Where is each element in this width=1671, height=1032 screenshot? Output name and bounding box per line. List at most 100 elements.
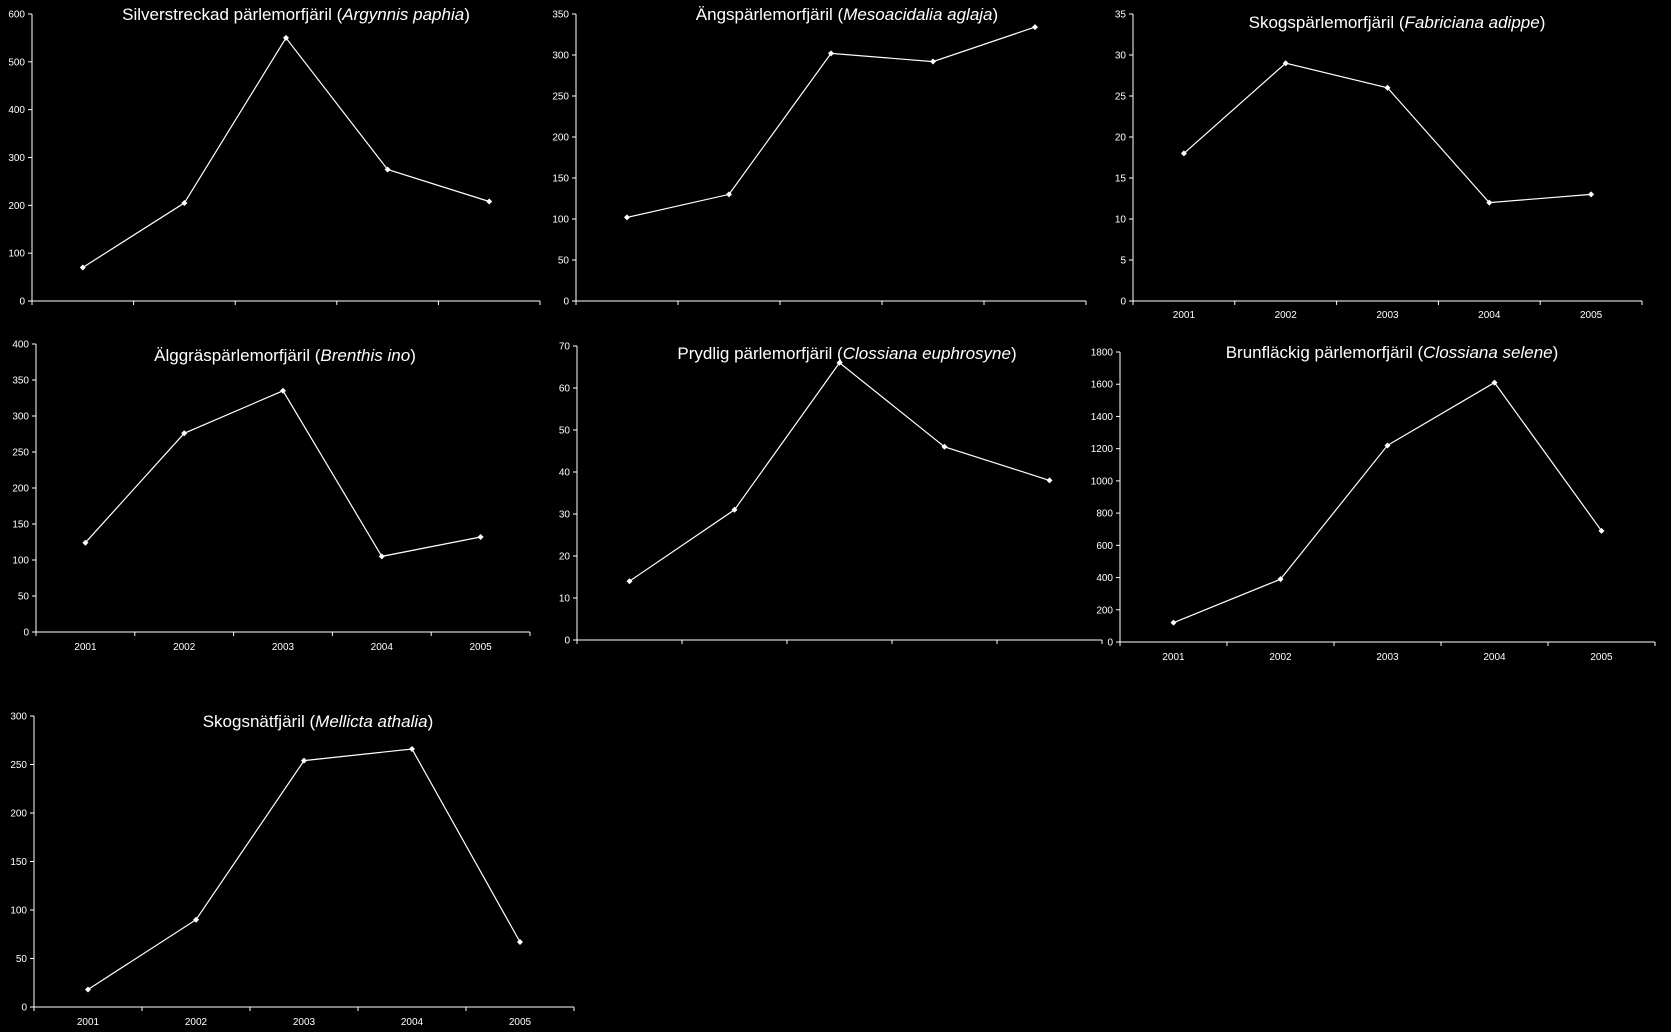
chart-title-common-name: Skogspärlemorfjäril bbox=[1249, 13, 1395, 32]
y-tick-label: 300 bbox=[12, 412, 29, 423]
y-tick-label: 0 bbox=[1120, 297, 1126, 308]
x-tick-label: 2004 bbox=[371, 642, 394, 653]
x-tick-label: 2001 bbox=[74, 642, 97, 653]
x-tick-label: 2005 bbox=[469, 642, 492, 653]
y-tick-label: 0 bbox=[19, 297, 25, 308]
chart-title-latin-name: Clossiana euphrosyne bbox=[843, 344, 1011, 363]
x-tick-label: 2005 bbox=[1580, 310, 1603, 321]
y-tick-label: 250 bbox=[10, 760, 27, 771]
y-tick-label: 50 bbox=[18, 592, 30, 603]
chart-title-common-name: Ängspärlemorfjäril bbox=[696, 5, 833, 24]
chart-4: Älggräspärlemorfjäril (Brenthis ino) 0 50 1… bbox=[12, 340, 531, 653]
y-tick-label: 1400 bbox=[1091, 412, 1114, 423]
data-point bbox=[1046, 477, 1053, 484]
y-tick-label: 1200 bbox=[1091, 444, 1114, 455]
chart-title: Prydlig pärlemorfjäril (Clossiana euphro… bbox=[677, 344, 1016, 363]
y-tick-label: 100 bbox=[10, 906, 27, 917]
y-tick-label: 500 bbox=[8, 57, 25, 68]
data-point bbox=[1384, 442, 1391, 449]
chart-title-paren-open: ( bbox=[833, 5, 844, 24]
y-tick-label: 25 bbox=[1115, 92, 1127, 103]
x-tick-label: 2005 bbox=[509, 1017, 532, 1028]
x-tick-label: 2002 bbox=[1275, 310, 1298, 321]
y-tick-label: 400 bbox=[12, 340, 29, 351]
chart-title-common-name: Brunfläckig pärlemorfjäril bbox=[1226, 343, 1413, 362]
data-point bbox=[1491, 379, 1498, 386]
series-line bbox=[1173, 381, 1602, 624]
data-point bbox=[626, 578, 633, 585]
y-tick-label: 300 bbox=[8, 153, 25, 164]
chart-title-latin-name: Brenthis ino bbox=[320, 346, 410, 365]
y-tick-label: 0 bbox=[1107, 638, 1113, 649]
chart-7: Skogsnätfjäril (Mellicta athalia) 0 50 100 1… bbox=[10, 712, 575, 1028]
data-point bbox=[486, 198, 493, 205]
y-tick-label: 150 bbox=[552, 174, 569, 185]
data-point bbox=[1282, 60, 1289, 67]
data-point bbox=[828, 50, 834, 57]
data-point bbox=[378, 553, 385, 560]
chart-title: Silverstreckad pärlemorfjäril (Argynnis … bbox=[122, 5, 470, 24]
chart-title-common-name: Prydlig pärlemorfjäril bbox=[677, 344, 832, 363]
chart-title-common-name: Silverstreckad pärlemorfjäril bbox=[122, 5, 332, 24]
chart-title-paren-open: ( bbox=[332, 5, 343, 24]
y-tick-label: 10 bbox=[559, 594, 571, 605]
y-tick-label: 150 bbox=[10, 857, 27, 868]
chart-title-common-name: Älggräspärlemorfjäril bbox=[154, 346, 310, 365]
y-tick-label: 50 bbox=[16, 954, 28, 965]
chart-3: Skogspärlemorfjäril (Fabriciana adippe) 0… bbox=[1115, 10, 1643, 321]
chart-title-common-name: Skogsnätfjäril bbox=[203, 712, 305, 731]
chart-title-paren-close: ) bbox=[428, 712, 434, 731]
data-point bbox=[1486, 199, 1493, 206]
chart-title-paren-close: ) bbox=[993, 5, 999, 24]
chart-title-latin-name: Fabriciana adippe bbox=[1405, 13, 1540, 32]
y-tick-label: 70 bbox=[559, 342, 571, 353]
y-tick-label: 350 bbox=[12, 376, 29, 387]
chart-title-paren-open: ( bbox=[1394, 13, 1405, 32]
y-tick-label: 0 bbox=[21, 1003, 27, 1014]
y-tick-label: 15 bbox=[1115, 174, 1127, 185]
x-tick-label: 2003 bbox=[293, 1017, 316, 1028]
y-tick-label: 0 bbox=[23, 628, 29, 639]
y-tick-label: 5 bbox=[1120, 256, 1126, 267]
x-tick-label: 2004 bbox=[401, 1017, 424, 1028]
y-tick-label: 200 bbox=[12, 484, 29, 495]
y-tick-label: 30 bbox=[559, 510, 571, 521]
y-tick-label: 20 bbox=[1115, 133, 1127, 144]
x-tick-label: 2002 bbox=[173, 642, 196, 653]
y-tick-label: 35 bbox=[1115, 10, 1127, 21]
y-tick-label: 10 bbox=[1115, 215, 1127, 226]
y-tick-label: 100 bbox=[552, 215, 569, 226]
chart-title: Ängspärlemorfjäril (Mesoacidalia aglaja) bbox=[696, 5, 998, 24]
data-point bbox=[1277, 576, 1284, 583]
y-tick-label: 250 bbox=[12, 448, 29, 459]
chart-title: Skogsnätfjäril (Mellicta athalia) bbox=[203, 712, 434, 731]
chart-title: Brunfläckig pärlemorfjäril (Clossiana se… bbox=[1226, 343, 1559, 362]
chart-title-latin-name: Argynnis paphia bbox=[341, 5, 464, 24]
y-tick-label: 100 bbox=[8, 249, 25, 260]
x-tick-label: 2004 bbox=[1483, 652, 1506, 663]
data-point bbox=[1170, 619, 1177, 626]
series-line bbox=[629, 361, 1050, 582]
y-tick-label: 400 bbox=[1096, 573, 1113, 584]
chart-5: Prydlig pärlemorfjäril (Clossiana euphro… bbox=[559, 342, 1103, 647]
chart-title-paren-open: ( bbox=[310, 346, 321, 365]
y-tick-label: 50 bbox=[559, 426, 571, 437]
data-point bbox=[181, 430, 188, 437]
data-point bbox=[930, 58, 936, 65]
chart-title-paren-open: ( bbox=[832, 344, 843, 363]
y-tick-label: 250 bbox=[552, 92, 569, 103]
data-point bbox=[941, 443, 948, 450]
y-tick-label: 60 bbox=[559, 384, 571, 395]
data-point bbox=[517, 939, 523, 946]
data-point bbox=[1384, 84, 1391, 91]
y-tick-label: 350 bbox=[552, 10, 569, 21]
chart-title-latin-name: Mellicta athalia bbox=[315, 712, 427, 731]
y-tick-label: 300 bbox=[10, 712, 27, 723]
chart-title-paren-close: ) bbox=[464, 5, 470, 24]
y-tick-label: 800 bbox=[1096, 509, 1113, 520]
chart-title: Skogspärlemorfjäril (Fabriciana adippe) bbox=[1249, 13, 1546, 32]
chart-title-latin-name: Mesoacidalia aglaja bbox=[843, 5, 992, 24]
y-tick-label: 200 bbox=[10, 809, 27, 820]
y-tick-label: 200 bbox=[1096, 605, 1113, 616]
